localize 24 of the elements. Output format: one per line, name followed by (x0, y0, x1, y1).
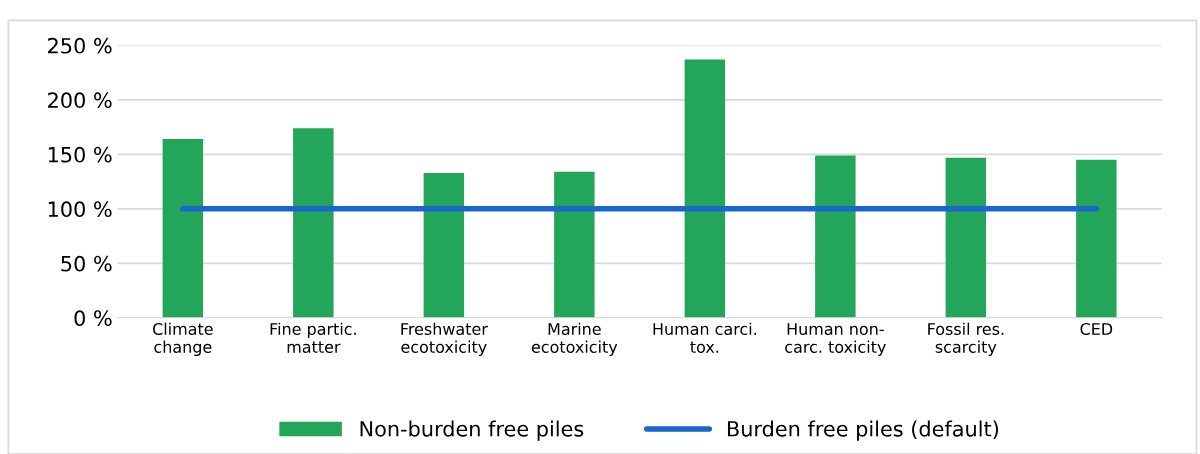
x-tick-label: Human non- carc. toxicity (785, 323, 886, 356)
bar (423, 172, 465, 318)
bar (162, 139, 204, 318)
x-tick-label: Fossil res. scarcity (928, 322, 1004, 356)
y-tick-label: 150 % (48, 146, 112, 163)
y-tick-label: 50 % (61, 255, 112, 272)
legend-label: Non-burden free piles (360, 420, 584, 441)
y-tick-label: 0 % (74, 310, 112, 327)
bar (945, 157, 987, 318)
y-tick-label: 200 % (48, 92, 112, 109)
x-tick-label: Freshwater ecotoxicity (401, 322, 488, 356)
bar (815, 155, 856, 318)
x-tick-label: Human carci. tox. (653, 322, 756, 353)
x-tick-label: Climate change (153, 322, 213, 356)
y-tick-label: 100 % (48, 201, 112, 218)
x-tick-label: Marine ecotoxicity (531, 322, 618, 356)
x-tick-label: CED (1080, 322, 1113, 336)
bar (293, 128, 334, 318)
bar (1076, 159, 1117, 318)
bar (684, 59, 726, 318)
legend-label: Burden free piles (default) (727, 420, 999, 441)
bar (554, 171, 595, 318)
x-tick-label: Fine partic. matter (270, 322, 356, 353)
y-tick-label: 250 % (48, 37, 112, 54)
